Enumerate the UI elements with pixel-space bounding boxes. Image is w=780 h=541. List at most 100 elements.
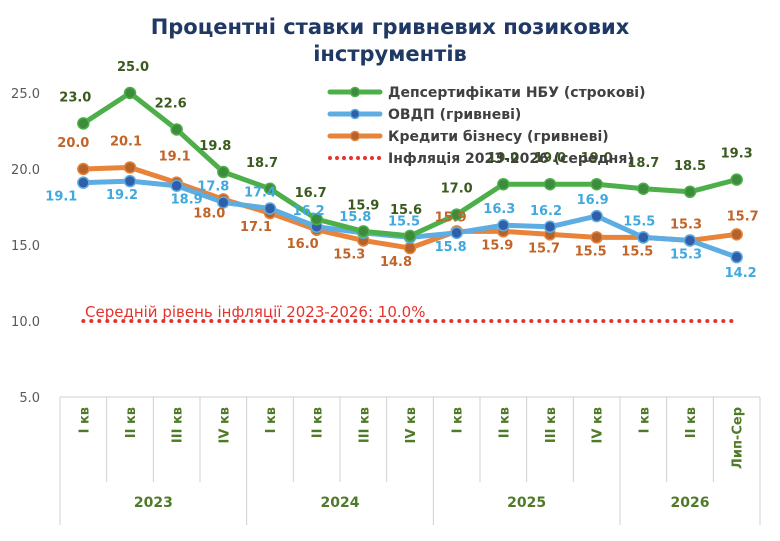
- x-tick-label: II кв: [124, 407, 139, 438]
- data-label: 20.1: [110, 134, 142, 149]
- x-tick-label: III кв: [171, 407, 186, 443]
- data-point: [683, 234, 697, 247]
- data-label: 17.4: [244, 186, 276, 201]
- data-label: 20.0: [57, 136, 89, 151]
- data-point: [590, 177, 603, 191]
- legend-marker: [349, 86, 361, 98]
- data-point: [170, 179, 183, 192]
- data-point: [590, 231, 603, 244]
- data-label: 15.6: [390, 203, 422, 218]
- data-label: 19.3: [721, 147, 753, 162]
- data-point: [450, 226, 463, 240]
- legend-label: Кредити бізнесу (гривневі): [388, 129, 609, 145]
- data-point: [123, 86, 137, 100]
- data-label: 15.5: [623, 214, 655, 229]
- x-tick-label: I кв: [77, 407, 92, 433]
- axes: 5.0 10.0 15.0 20.0 25.0 I кв II кв III кв IV кв 2…: [11, 87, 761, 525]
- data-point: [730, 228, 743, 241]
- data-label: 17.1: [240, 220, 272, 235]
- x-tick-label: I кв: [264, 407, 279, 433]
- data-label: 16.7: [295, 186, 327, 201]
- data-label: 17.0: [441, 182, 473, 197]
- data-label: 15.9: [347, 198, 379, 213]
- data-point: [497, 177, 510, 191]
- data-point: [730, 173, 743, 186]
- data-label: 14.2: [725, 266, 757, 281]
- data-label: 19.0: [581, 151, 613, 166]
- data-label: 16.3: [483, 202, 515, 217]
- data-point: [77, 117, 90, 130]
- data-label: 14.8: [380, 255, 412, 270]
- y-tick-label: 20.0: [11, 163, 40, 178]
- data-point: [263, 182, 277, 196]
- data-point: [263, 202, 277, 215]
- x-tick-label: IV кв: [404, 407, 419, 443]
- data-point: [77, 176, 90, 189]
- x-tick-label: III кв: [357, 407, 372, 443]
- data-label: 19.1: [45, 190, 77, 205]
- data-label: 19.8: [199, 139, 231, 154]
- legend-marker: [349, 130, 361, 142]
- x-tick-label: IV кв: [591, 407, 606, 443]
- data-point: [730, 250, 743, 264]
- inflation-annotation: Середній рівень інфляції 2023-2026: 10.0…: [85, 303, 425, 321]
- data-label: 18.9: [171, 193, 203, 208]
- data-label: 15.3: [333, 247, 365, 262]
- data-label: 15.7: [528, 241, 560, 256]
- data-label: 23.0: [59, 90, 91, 105]
- x-tick-label: II кв: [684, 407, 699, 438]
- x-tick-label: IV кв: [217, 407, 232, 443]
- y-tick-label: 5.0: [19, 391, 40, 406]
- data-label: 16.2: [530, 204, 562, 219]
- y-tick-label: 25.0: [11, 87, 40, 102]
- data-point: [543, 220, 557, 234]
- year-label: 2023: [134, 495, 173, 511]
- data-point: [170, 123, 183, 136]
- y-tick-label: 15.0: [11, 239, 40, 254]
- x-tick-label: II кв: [497, 407, 512, 438]
- data-point: [123, 161, 137, 174]
- data-point: [217, 165, 230, 179]
- data-label: 25.0: [117, 60, 149, 75]
- year-label: 2025: [507, 495, 546, 511]
- year-label: 2026: [671, 495, 710, 511]
- data-label: 19.1: [159, 150, 191, 165]
- data-label: 19.0: [487, 151, 519, 166]
- data-point: [310, 212, 323, 226]
- data-point: [637, 182, 650, 196]
- data-label: 16.9: [577, 193, 609, 208]
- data-point: [683, 185, 697, 199]
- data-label: 15.5: [575, 244, 607, 259]
- data-label: 18.7: [627, 156, 659, 171]
- data-point: [543, 177, 557, 191]
- legend-label: Інфляція 2023-2026 (середня): [388, 151, 634, 167]
- data-point: [403, 229, 417, 243]
- data-label: 15.8: [339, 210, 371, 225]
- data-label: 15.5: [621, 244, 653, 259]
- legend: Депсертифікати НБУ (строкові) ОВДП (гривн…: [327, 85, 646, 167]
- legend-label: Депсертифікати НБУ (строкові): [388, 85, 646, 101]
- data-label: 15.3: [670, 217, 702, 232]
- data-label: 17.8: [197, 179, 229, 194]
- data-point: [450, 208, 463, 221]
- data-point: [403, 241, 417, 255]
- series-markers: [77, 86, 743, 264]
- legend-marker: [349, 108, 361, 120]
- data-label: 15.5: [388, 214, 420, 229]
- x-tick-label: I кв: [637, 407, 652, 433]
- data-label: 15.7: [727, 209, 759, 224]
- data-point: [497, 218, 510, 232]
- data-point: [357, 225, 370, 238]
- x-tick-label: I кв: [451, 407, 466, 433]
- data-label: 18.0: [193, 206, 225, 221]
- data-label: 15.3: [670, 247, 702, 262]
- x-tick-label: Лип-Сер: [731, 407, 746, 469]
- data-label: 22.6: [155, 96, 187, 111]
- data-label: 19.2: [106, 188, 138, 203]
- data-labels: 23.0 25.0 22.6 19.8 18.7 16.7 15.9 15.6 17.0 19.0…: [45, 60, 758, 281]
- data-label: 15.8: [435, 240, 467, 255]
- data-label: 16.2: [293, 204, 325, 219]
- chart-title: Процентні ставки гривневих позикових інс…: [150, 15, 630, 66]
- data-label: 16.0: [287, 237, 319, 252]
- data-label: 15.9: [481, 238, 513, 253]
